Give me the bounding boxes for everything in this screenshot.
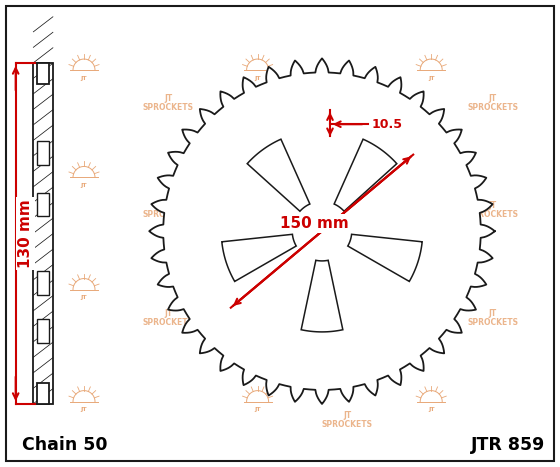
Circle shape [365,293,381,310]
Polygon shape [301,260,343,332]
Text: Chain 50: Chain 50 [22,436,108,454]
Polygon shape [247,139,310,211]
Text: 150 mm: 150 mm [279,216,348,231]
Circle shape [396,196,413,213]
Bar [33,63,53,404]
Text: JT
SPROCKETS: JT SPROCKETS [142,309,194,326]
Text: JT: JT [81,407,87,412]
Text: JT
SPROCKETS: JT SPROCKETS [142,201,194,219]
Text: JT
SPROCKETS: JT SPROCKETS [467,201,519,219]
Text: JT
SPROCKETS: JT SPROCKETS [321,411,373,429]
Bar [37,63,49,84]
Text: JT
SPROCKETS: JT SPROCKETS [142,94,194,112]
Bar [37,319,49,343]
Text: JT: JT [81,295,87,300]
Circle shape [220,128,424,334]
Text: JT: JT [81,76,87,80]
Text: JT
SPROCKETS: JT SPROCKETS [321,201,373,219]
Text: JTR 859: JTR 859 [471,436,545,454]
Polygon shape [334,139,397,211]
Text: JT: JT [428,295,435,300]
Text: JT: JT [81,183,87,188]
Text: JT: JT [254,76,261,80]
Text: JT
SPROCKETS: JT SPROCKETS [321,94,373,112]
Text: JT: JT [254,295,261,300]
Polygon shape [348,234,422,282]
Polygon shape [222,234,296,282]
Bar [37,271,49,295]
Text: JT
SPROCKETS: JT SPROCKETS [321,309,373,326]
Circle shape [231,196,248,213]
Text: JT: JT [428,183,435,188]
Text: JT
SPROCKETS: JT SPROCKETS [467,94,519,112]
Circle shape [314,136,330,153]
Bar [37,142,49,165]
Text: JT: JT [254,183,261,188]
Bar [37,383,49,404]
Bar [37,192,49,216]
Circle shape [203,112,441,350]
Text: JT: JT [254,407,261,412]
Circle shape [263,293,279,310]
Circle shape [304,213,340,249]
Polygon shape [149,58,495,404]
Text: 130 mm: 130 mm [18,199,33,268]
Text: 10.5: 10.5 [372,118,403,131]
Text: JT: JT [428,407,435,412]
Text: JT: JT [428,76,435,80]
Text: JT
SPROCKETS: JT SPROCKETS [467,309,519,326]
